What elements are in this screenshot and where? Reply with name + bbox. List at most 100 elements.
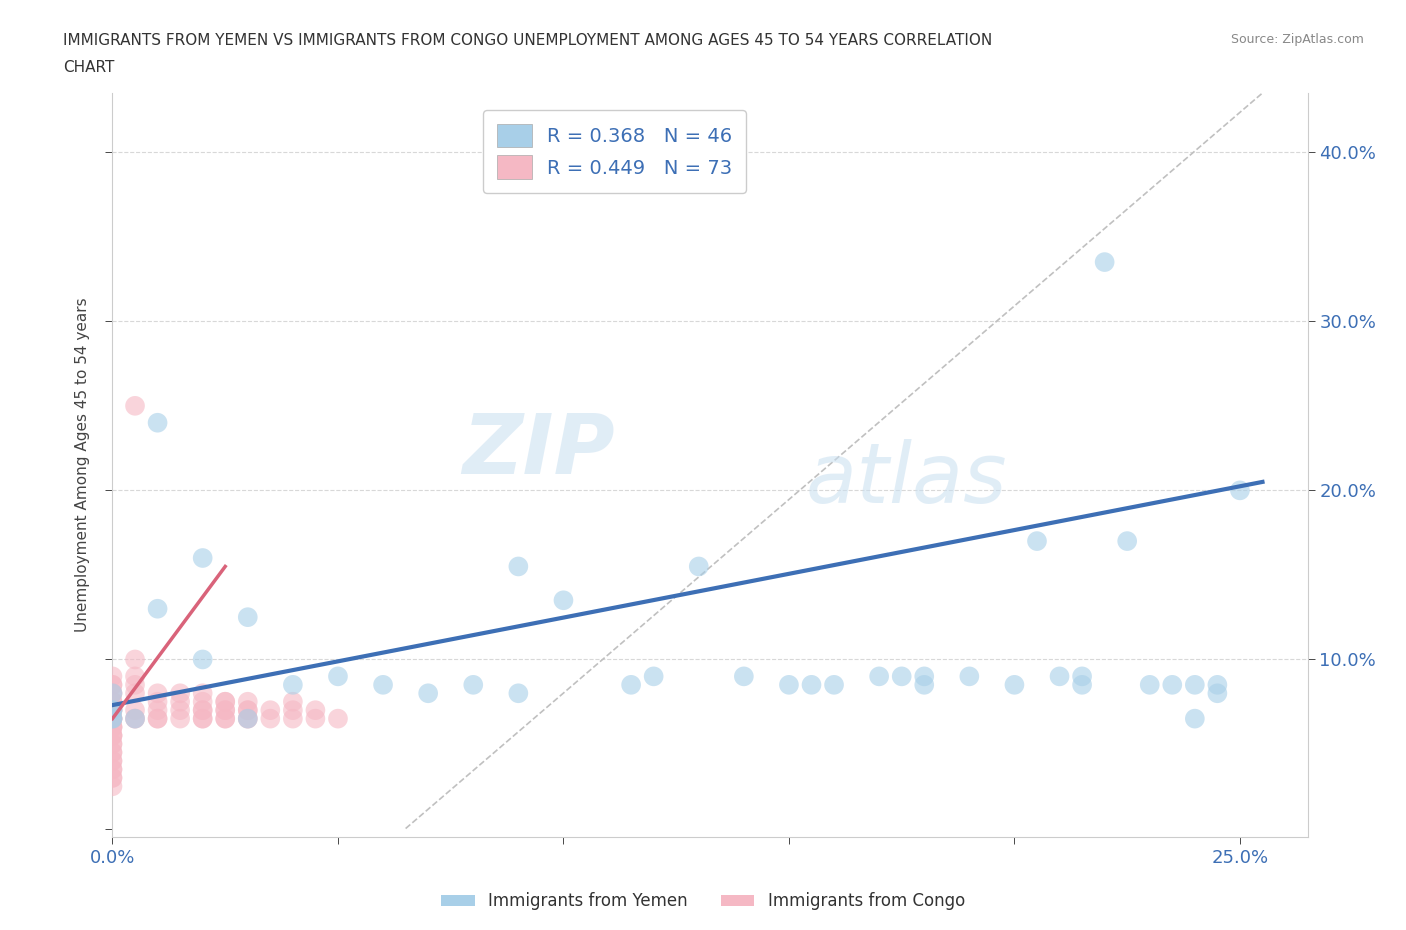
Text: atlas: atlas	[806, 439, 1007, 521]
Point	[191, 551, 214, 565]
Point	[688, 559, 710, 574]
Point	[101, 778, 124, 793]
Point	[101, 695, 124, 710]
Point	[823, 677, 845, 692]
Point	[169, 695, 191, 710]
Point	[214, 703, 236, 718]
Point	[124, 711, 146, 726]
Point	[101, 720, 124, 735]
Point	[191, 695, 214, 710]
Point	[146, 602, 169, 617]
Point	[101, 669, 124, 684]
Text: ZIP: ZIP	[461, 409, 614, 491]
Point	[326, 711, 349, 726]
Point	[371, 677, 394, 692]
Point	[1004, 677, 1026, 692]
Point	[101, 762, 124, 777]
Point	[800, 677, 823, 692]
Point	[508, 685, 530, 700]
Point	[146, 711, 169, 726]
Point	[236, 610, 259, 625]
Point	[101, 753, 124, 768]
Point	[101, 677, 124, 692]
Point	[553, 592, 575, 607]
Point	[146, 695, 169, 710]
Point	[236, 703, 259, 718]
Point	[1026, 534, 1049, 549]
Point	[101, 745, 124, 760]
Point	[124, 677, 146, 692]
Point	[124, 652, 146, 667]
Point	[508, 559, 530, 574]
Point	[259, 703, 281, 718]
Point	[101, 737, 124, 751]
Point	[214, 711, 236, 726]
Point	[236, 703, 259, 718]
Text: IMMIGRANTS FROM YEMEN VS IMMIGRANTS FROM CONGO UNEMPLOYMENT AMONG AGES 45 TO 54 : IMMIGRANTS FROM YEMEN VS IMMIGRANTS FROM…	[63, 33, 993, 47]
Point	[191, 685, 214, 700]
Point	[169, 711, 191, 726]
Point	[146, 703, 169, 718]
Point	[236, 711, 259, 726]
Point	[191, 703, 214, 718]
Point	[1229, 483, 1251, 498]
Point	[101, 720, 124, 735]
Point	[101, 711, 124, 726]
Point	[1071, 669, 1094, 684]
Point	[101, 728, 124, 743]
Point	[236, 711, 259, 726]
Point	[124, 711, 146, 726]
Point	[1161, 677, 1184, 692]
Point	[1139, 677, 1161, 692]
Point	[214, 711, 236, 726]
Point	[418, 685, 440, 700]
Point	[101, 720, 124, 735]
Point	[214, 703, 236, 718]
Point	[1184, 677, 1206, 692]
Point	[101, 703, 124, 718]
Point	[1206, 685, 1229, 700]
Point	[124, 398, 146, 413]
Point	[124, 703, 146, 718]
Point	[124, 669, 146, 684]
Point	[191, 711, 214, 726]
Point	[101, 703, 124, 718]
Point	[304, 703, 326, 718]
Point	[281, 677, 304, 692]
Point	[890, 669, 912, 684]
Point	[191, 711, 214, 726]
Point	[912, 677, 935, 692]
Point	[101, 711, 124, 726]
Point	[101, 728, 124, 743]
Point	[912, 669, 935, 684]
Point	[281, 703, 304, 718]
Point	[326, 669, 349, 684]
Point	[101, 770, 124, 785]
Point	[868, 669, 890, 684]
Point	[101, 703, 124, 718]
Point	[1049, 669, 1071, 684]
Point	[101, 711, 124, 726]
Point	[169, 685, 191, 700]
Point	[101, 745, 124, 760]
Point	[214, 695, 236, 710]
Point	[1184, 711, 1206, 726]
Point	[101, 770, 124, 785]
Point	[101, 695, 124, 710]
Text: Source: ZipAtlas.com: Source: ZipAtlas.com	[1230, 33, 1364, 46]
Text: CHART: CHART	[63, 60, 115, 75]
Point	[236, 695, 259, 710]
Point	[101, 711, 124, 726]
Point	[236, 711, 259, 726]
Point	[1071, 677, 1094, 692]
Point	[169, 703, 191, 718]
Point	[101, 685, 124, 700]
Point	[146, 685, 169, 700]
Point	[304, 711, 326, 726]
Point	[101, 677, 124, 692]
Point	[146, 416, 169, 431]
Point	[643, 669, 665, 684]
Point	[146, 711, 169, 726]
Point	[101, 711, 124, 726]
Point	[463, 677, 485, 692]
